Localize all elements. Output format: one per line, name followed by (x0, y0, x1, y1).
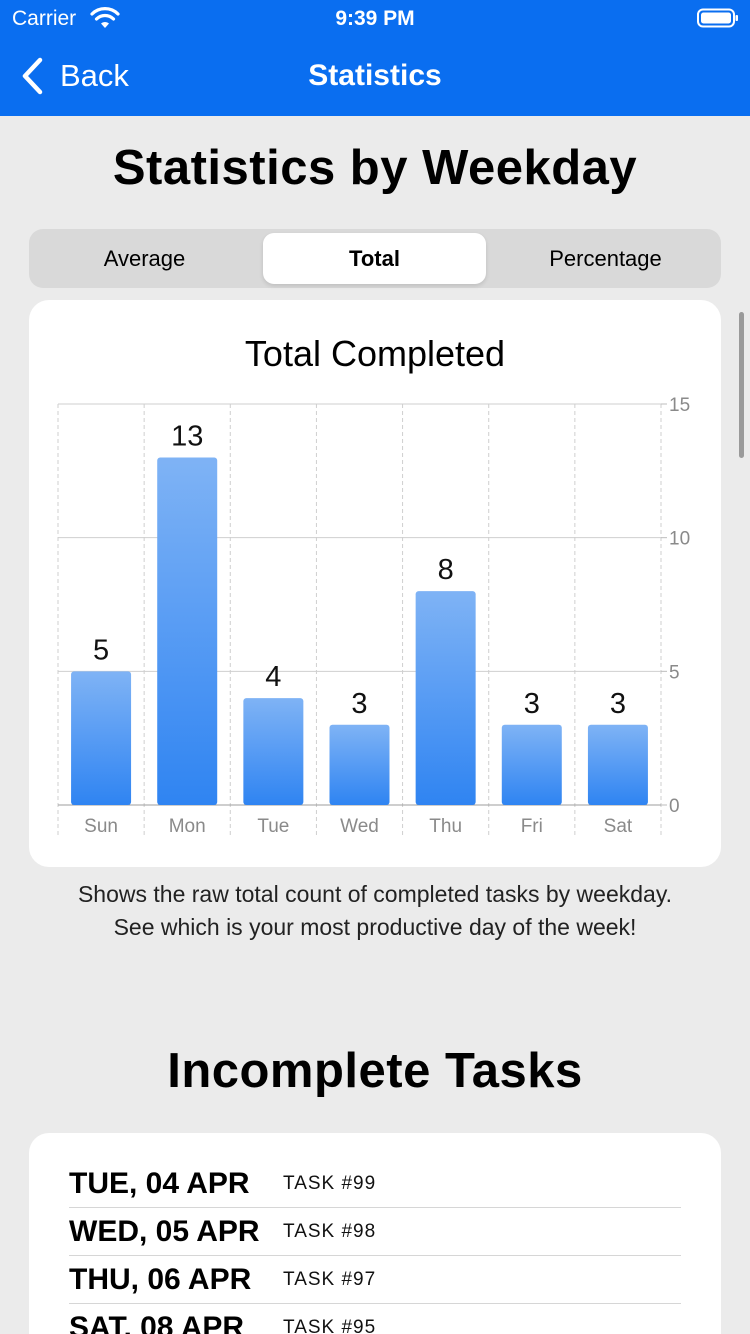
bar-value-label: 5 (93, 634, 109, 666)
y-tick-label: 15 (669, 395, 690, 416)
task-date: TUE, 04 APR (69, 1166, 250, 1200)
x-tick-label: Sat (604, 816, 633, 837)
x-tick-label: Tue (257, 816, 289, 837)
task-date: THU, 06 APR (69, 1262, 252, 1296)
battery-icon (697, 8, 738, 28)
task-name: TASK #97 (283, 1268, 377, 1290)
back-button-label: Back (60, 58, 129, 93)
task-row[interactable]: WED, 05 APR TASK #98 (69, 1208, 681, 1256)
bar-sun (71, 671, 132, 805)
bar-tue (243, 698, 304, 805)
bar-value-label: 3 (524, 688, 540, 720)
chart-title: Total Completed (244, 333, 506, 374)
x-tick-label: Wed (340, 816, 379, 837)
bar-thu (415, 591, 476, 805)
task-row[interactable]: SAT, 08 APR TASK #95 (69, 1304, 681, 1334)
bar-value-label: 8 (438, 554, 454, 586)
segment-percentage[interactable]: Percentage (549, 245, 662, 271)
y-tick-label: 0 (669, 796, 680, 817)
segment-total[interactable]: Total (263, 233, 486, 284)
bar-mon (157, 457, 218, 805)
x-tick-label: Sun (84, 816, 118, 837)
status-time: 9:39 PM (335, 7, 415, 30)
x-tick-label: Mon (169, 816, 206, 837)
bar-value-label: 4 (265, 661, 281, 693)
chart-description: Shows the raw total count of completed t… (77, 881, 673, 940)
bar-value-label: 3 (610, 688, 626, 720)
status-bar: Carrier 9:39 PM (0, 0, 750, 40)
y-tick-label: 5 (669, 662, 680, 683)
incomplete-tasks-title: Incomplete Tasks (167, 1044, 583, 1098)
navigation-bar: Back Statistics (0, 40, 750, 116)
y-tick-label: 10 (669, 529, 690, 550)
bar-value-label: 13 (171, 420, 203, 452)
task-row[interactable]: THU, 06 APR TASK #97 (69, 1256, 681, 1304)
task-name: TASK #95 (283, 1316, 377, 1334)
task-name: TASK #98 (283, 1220, 377, 1242)
page-title: Statistics by Weekday (112, 141, 638, 195)
task-date: WED, 05 APR (69, 1214, 260, 1248)
scroll-indicator[interactable] (739, 312, 744, 458)
carrier-label: Carrier (12, 7, 77, 30)
task-row[interactable]: TUE, 04 APR TASK #99 (69, 1160, 681, 1208)
bar-sat (587, 724, 648, 805)
x-tick-label: Fri (521, 816, 543, 837)
bar-fri (501, 724, 562, 805)
bar-value-label: 3 (351, 688, 367, 720)
chevron-left-icon (22, 57, 43, 95)
segment-average[interactable]: Average (103, 245, 186, 271)
incomplete-tasks-card: TUE, 04 APR TASK #99 WED, 05 APR TASK #9… (29, 1133, 721, 1334)
bar-wed (329, 724, 390, 805)
task-name: TASK #99 (283, 1172, 377, 1194)
task-date: SAT, 08 APR (69, 1310, 245, 1334)
wifi-icon (90, 7, 120, 28)
nav-title: Statistics (308, 59, 442, 92)
segmented-control: Average Total Percentage (29, 229, 721, 288)
x-tick-label: Thu (429, 816, 462, 837)
chart-card: 0 5 10 15 5 Sun 13 Mon 4 Tue 3 Wed 8 Thu 3 Fri 3 Sat Tota… (29, 300, 721, 867)
back-button[interactable]: Back (20, 56, 129, 96)
bar-chart: 0 5 10 15 5 Sun 13 Mon 4 Tue 3 Wed 8 Thu 3 Fri 3 Sat (57, 395, 690, 837)
